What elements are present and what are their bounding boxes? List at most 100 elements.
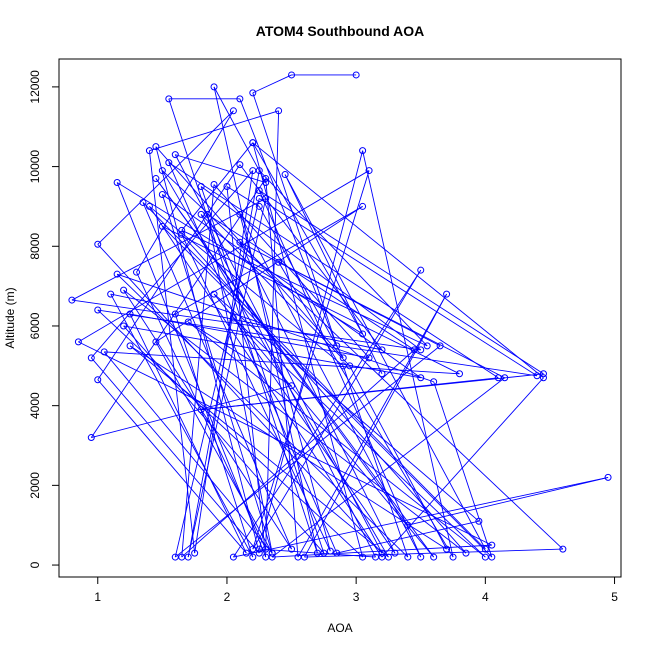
data-point bbox=[152, 143, 160, 151]
series-line-segment bbox=[258, 190, 422, 558]
data-point bbox=[456, 370, 464, 378]
data-point bbox=[559, 545, 567, 553]
series-line-segment bbox=[110, 293, 254, 558]
data-point bbox=[210, 83, 218, 91]
series-line-segment bbox=[175, 154, 266, 183]
series-line-segment bbox=[123, 289, 292, 550]
data-point bbox=[275, 107, 283, 115]
data-point bbox=[236, 210, 244, 218]
y-tick-label: 8000 bbox=[28, 233, 42, 260]
data-point bbox=[262, 175, 270, 183]
series-line-segment bbox=[181, 184, 215, 558]
series-line-segment bbox=[116, 182, 267, 558]
series-line-segment bbox=[142, 202, 292, 550]
data-point bbox=[120, 286, 128, 294]
data-point bbox=[249, 139, 257, 147]
series-line-segment bbox=[162, 225, 460, 375]
data-point bbox=[107, 290, 115, 298]
data-point bbox=[171, 553, 179, 561]
data-point bbox=[236, 95, 244, 103]
data-point bbox=[255, 202, 263, 210]
series-line-segment bbox=[97, 110, 234, 245]
data-point bbox=[178, 230, 186, 238]
data-point bbox=[126, 310, 134, 318]
data-point bbox=[417, 374, 425, 382]
data-point bbox=[210, 181, 218, 189]
data-point bbox=[378, 549, 386, 557]
x-tick-label: 3 bbox=[353, 590, 360, 604]
series-line-segment bbox=[233, 476, 609, 558]
data-point bbox=[378, 346, 386, 354]
series-line-segment bbox=[200, 186, 422, 351]
data-point bbox=[449, 553, 457, 561]
data-point bbox=[249, 89, 257, 97]
data-point bbox=[165, 159, 173, 167]
series-line-segment bbox=[252, 74, 292, 94]
data-point bbox=[436, 342, 444, 350]
data-point bbox=[417, 553, 425, 561]
data-point bbox=[359, 330, 367, 338]
data-point bbox=[481, 545, 489, 553]
data-point bbox=[191, 549, 199, 557]
series-line-segment bbox=[175, 206, 363, 315]
series-line-segment bbox=[91, 385, 292, 438]
data-point bbox=[262, 179, 270, 187]
series-line-segment bbox=[168, 162, 499, 379]
data-point bbox=[255, 194, 263, 202]
series-line-segment bbox=[90, 178, 267, 438]
data-point bbox=[139, 198, 147, 206]
data-point bbox=[210, 290, 218, 298]
series-line-segment bbox=[407, 476, 609, 526]
series-line-segment bbox=[168, 98, 318, 554]
data-point bbox=[255, 167, 263, 175]
data-point bbox=[94, 240, 102, 248]
data-point bbox=[430, 378, 438, 386]
series-line-segment bbox=[149, 110, 279, 152]
series-line-segment bbox=[123, 289, 467, 554]
data-point bbox=[300, 553, 308, 561]
data-point bbox=[152, 338, 160, 346]
data-point bbox=[249, 553, 257, 561]
data-point bbox=[197, 406, 205, 414]
y-tick-label: 0 bbox=[28, 561, 42, 568]
x-axis: 1 2 3 4 5 bbox=[94, 576, 618, 604]
x-axis-label: AOA bbox=[327, 621, 352, 635]
series-line-segment bbox=[239, 164, 383, 351]
data-point bbox=[391, 549, 399, 557]
series-line-segment bbox=[213, 293, 435, 558]
series-line-segment bbox=[97, 309, 538, 377]
data-point bbox=[249, 545, 257, 553]
series-line-segment bbox=[155, 146, 344, 359]
data-point bbox=[236, 238, 244, 246]
data-point bbox=[268, 553, 276, 561]
data-point bbox=[236, 161, 244, 169]
series-line-segment bbox=[271, 377, 505, 558]
series-line-segment bbox=[213, 86, 267, 183]
data-point bbox=[533, 372, 541, 380]
series-line-segment bbox=[213, 86, 318, 554]
series-line-segment bbox=[129, 313, 247, 554]
data-point bbox=[372, 553, 380, 561]
data-point bbox=[359, 553, 367, 561]
data-point bbox=[488, 541, 496, 549]
data-point bbox=[178, 226, 186, 234]
series-line-segment bbox=[90, 170, 254, 359]
data-point bbox=[539, 370, 547, 378]
data-point bbox=[288, 71, 296, 79]
data-point bbox=[320, 549, 328, 557]
data-point bbox=[242, 549, 250, 557]
series-line-segment bbox=[103, 351, 273, 554]
data-point bbox=[158, 222, 166, 230]
data-point bbox=[423, 342, 431, 350]
series-line-segment bbox=[252, 170, 370, 550]
data-point bbox=[481, 553, 489, 561]
y-tick-label: 12000 bbox=[28, 70, 42, 104]
data-point bbox=[268, 549, 276, 557]
data-point bbox=[417, 266, 425, 274]
data-point bbox=[288, 545, 296, 553]
series-line-segment bbox=[142, 202, 486, 550]
y-axis-label: Altitude (m) bbox=[3, 287, 17, 348]
data-point bbox=[604, 473, 612, 481]
data-point bbox=[346, 362, 354, 370]
data-point bbox=[333, 549, 341, 557]
